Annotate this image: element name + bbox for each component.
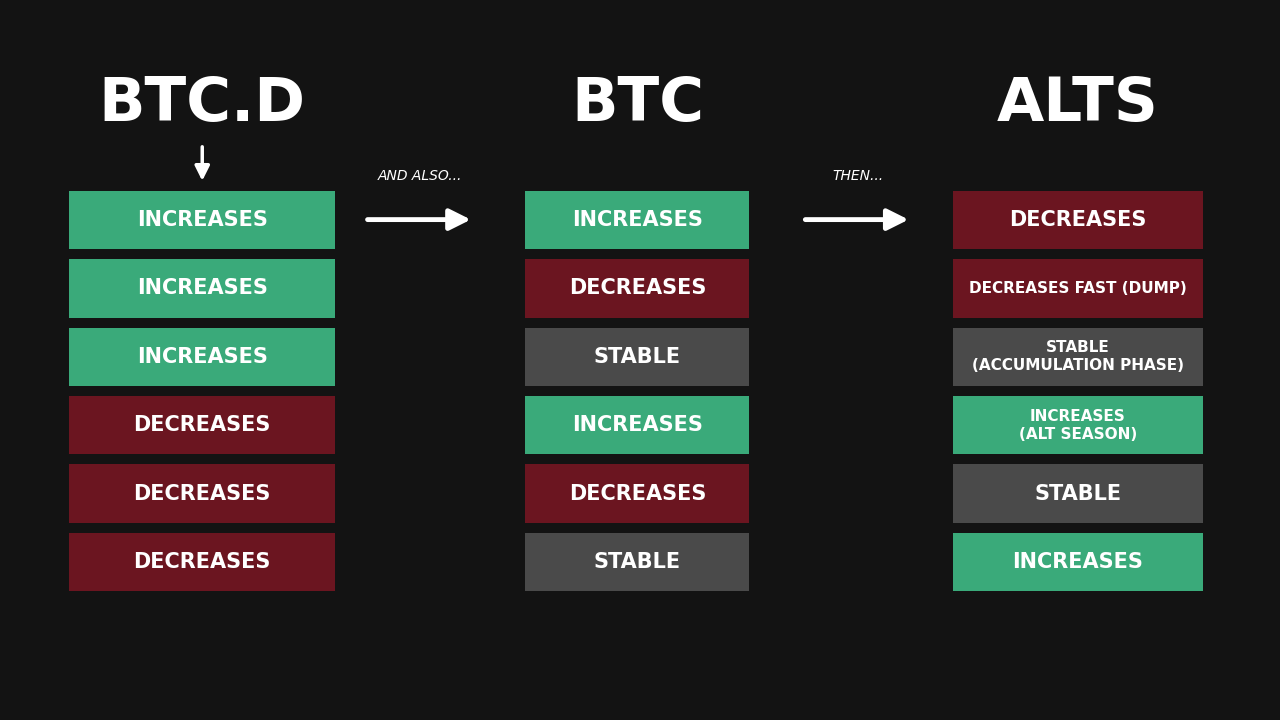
- FancyBboxPatch shape: [69, 464, 335, 523]
- Text: DECREASES: DECREASES: [568, 279, 707, 298]
- FancyBboxPatch shape: [525, 533, 749, 591]
- FancyBboxPatch shape: [69, 396, 335, 454]
- Text: DECREASES: DECREASES: [133, 552, 271, 572]
- Text: ALTS: ALTS: [997, 75, 1158, 134]
- Text: BTC: BTC: [571, 75, 704, 134]
- FancyBboxPatch shape: [525, 328, 749, 386]
- Text: DECREASES: DECREASES: [568, 484, 707, 503]
- Text: STABLE: STABLE: [1034, 484, 1121, 503]
- FancyBboxPatch shape: [69, 328, 335, 386]
- Text: AND ALSO...: AND ALSO...: [378, 169, 462, 184]
- FancyBboxPatch shape: [952, 464, 1203, 523]
- FancyBboxPatch shape: [525, 259, 749, 318]
- Text: INCREASES: INCREASES: [137, 279, 268, 298]
- FancyBboxPatch shape: [69, 191, 335, 249]
- Text: INCREASES
(ALT SEASON): INCREASES (ALT SEASON): [1019, 409, 1137, 441]
- Text: DECREASES: DECREASES: [1009, 210, 1147, 230]
- FancyBboxPatch shape: [525, 396, 749, 454]
- Text: DECREASES: DECREASES: [133, 484, 271, 503]
- Text: INCREASES: INCREASES: [572, 415, 703, 435]
- FancyBboxPatch shape: [952, 191, 1203, 249]
- Text: STABLE
(ACCUMULATION PHASE): STABLE (ACCUMULATION PHASE): [972, 341, 1184, 373]
- FancyBboxPatch shape: [525, 464, 749, 523]
- FancyBboxPatch shape: [952, 396, 1203, 454]
- Text: INCREASES: INCREASES: [137, 210, 268, 230]
- FancyBboxPatch shape: [952, 328, 1203, 386]
- Text: INCREASES: INCREASES: [137, 347, 268, 366]
- Text: INCREASES: INCREASES: [572, 210, 703, 230]
- Text: INCREASES: INCREASES: [1012, 552, 1143, 572]
- FancyBboxPatch shape: [525, 191, 749, 249]
- Text: DECREASES FAST (DUMP): DECREASES FAST (DUMP): [969, 281, 1187, 296]
- FancyBboxPatch shape: [69, 533, 335, 591]
- Text: STABLE: STABLE: [594, 347, 681, 366]
- Text: BTC.D: BTC.D: [99, 75, 306, 134]
- FancyBboxPatch shape: [69, 259, 335, 318]
- FancyBboxPatch shape: [952, 533, 1203, 591]
- Text: DECREASES: DECREASES: [133, 415, 271, 435]
- Text: THEN...: THEN...: [832, 169, 883, 184]
- Text: STABLE: STABLE: [594, 552, 681, 572]
- FancyBboxPatch shape: [952, 259, 1203, 318]
